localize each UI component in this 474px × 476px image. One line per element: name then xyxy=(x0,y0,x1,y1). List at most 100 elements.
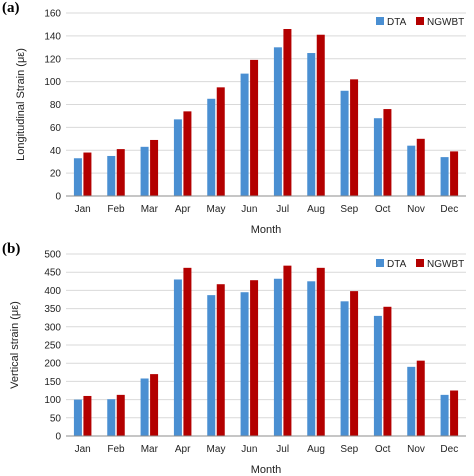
legend-swatch-ngwbt xyxy=(416,17,424,25)
chart-panel-a: (a) 0 20 40 60 80 100 120 140 160 Jan Feb Mar Apr May… xyxy=(2,0,466,236)
y-tick-label: 100 xyxy=(44,77,61,88)
y-tick-label: 80 xyxy=(50,100,62,111)
ngwbt-bar-oct xyxy=(383,109,392,196)
y-tick-label: 150 xyxy=(44,377,61,388)
y-tick-label: 450 xyxy=(44,268,61,279)
y-tick-label: 250 xyxy=(44,341,61,352)
ngwbt-bar-sep xyxy=(350,291,359,436)
x-tick-label: Aug xyxy=(307,444,325,455)
dta-bar-aug xyxy=(307,53,316,196)
x-tick-label: Sep xyxy=(340,204,358,215)
x-tick-label: Jun xyxy=(241,444,257,455)
x-tick-label: May xyxy=(207,204,226,215)
legend-label-ngwbt: NGWBT xyxy=(427,17,464,28)
y-tick-label: 0 xyxy=(55,192,61,203)
ngwbt-bar-jan xyxy=(83,395,92,436)
x-tick-label: Dec xyxy=(440,204,458,215)
ngwbt-bar-dec xyxy=(450,151,459,196)
y-tick-label: 50 xyxy=(50,413,62,424)
ngwbt-bar-jul xyxy=(283,265,292,436)
ngwbt-bar-may xyxy=(216,87,225,196)
dta-bar-may xyxy=(207,295,216,436)
y-tick-label: 200 xyxy=(44,359,61,370)
ngwbt-bar-aug xyxy=(316,267,325,436)
x-tick-label: Feb xyxy=(107,444,125,455)
x-tick-label: Oct xyxy=(375,204,391,215)
y-tick-label: 120 xyxy=(44,54,61,65)
x-tick-label: Dec xyxy=(440,444,458,455)
ngwbt-bar-mar xyxy=(150,374,159,436)
legend-label-ngwbt: NGWBT xyxy=(427,259,464,270)
dta-bar-dec xyxy=(440,157,449,196)
legend-label-dta: DTA xyxy=(387,259,407,270)
ngwbt-bar-aug xyxy=(316,34,325,197)
panel-label-a: (a) xyxy=(2,0,20,16)
dta-bar-jun xyxy=(240,73,249,196)
dta-bar-nov xyxy=(407,145,416,196)
x-tick-label: Mar xyxy=(141,204,159,215)
ngwbt-bar-may xyxy=(216,284,225,436)
y-tick-label: 300 xyxy=(44,322,61,333)
x-tick-label: Jul xyxy=(276,444,289,455)
y-tick-label: 350 xyxy=(44,304,61,315)
x-tick-label: Jul xyxy=(276,204,289,215)
dta-bar-apr xyxy=(173,119,182,196)
dta-bar-feb xyxy=(107,399,116,436)
dta-bar-dec xyxy=(440,394,449,436)
panel-label-b: (b) xyxy=(2,241,21,257)
dta-bar-may xyxy=(207,98,216,196)
legend-label-dta: DTA xyxy=(387,17,407,28)
y-tick-label: 60 xyxy=(50,123,62,134)
y-tick-label: 20 xyxy=(50,169,62,180)
y-tick-label: 0 xyxy=(55,432,61,443)
x-tick-label: Apr xyxy=(175,204,191,215)
ngwbt-bar-mar xyxy=(150,139,159,196)
x-tick-label: Mar xyxy=(141,444,159,455)
ngwbt-bar-jun xyxy=(250,59,259,196)
x-tick-label: Jan xyxy=(75,444,91,455)
ngwbt-bar-jul xyxy=(283,29,292,197)
y-tick-label: 100 xyxy=(44,395,61,406)
ngwbt-bar-nov xyxy=(416,138,425,196)
ngwbt-bar-apr xyxy=(183,267,192,436)
x-tick-label: Nov xyxy=(407,444,425,455)
x-tick-label: Sep xyxy=(340,444,358,455)
ngwbt-bar-dec xyxy=(450,390,459,436)
chart-panel-b: (b) 0 50 100 150 200 250 300 350 400 450 500 Jan Feb… xyxy=(0,240,474,476)
x-tick-label: Jun xyxy=(241,204,257,215)
ngwbt-bar-jun xyxy=(250,280,259,436)
x-tick-label: Nov xyxy=(407,204,425,215)
ngwbt-bar-feb xyxy=(116,149,125,196)
y-axis-title: Vertical strain (με) xyxy=(9,301,21,389)
y-axis-title: Longitudinal Strain (με) xyxy=(15,48,27,161)
longitudinal-strain-chart: 0 20 40 60 80 100 120 140 160 Jan Feb Mar Apr May Jun J… xyxy=(15,9,466,236)
x-axis-title: Month xyxy=(251,464,282,476)
x-tick-label: Aug xyxy=(307,204,325,215)
dta-bar-apr xyxy=(173,279,182,436)
dta-bar-oct xyxy=(373,118,382,196)
x-tick-label: Jan xyxy=(75,204,91,215)
x-tick-label: May xyxy=(207,444,226,455)
x-tick-label: Apr xyxy=(175,444,191,455)
legend-swatch-ngwbt xyxy=(416,259,424,267)
y-tick-label: 400 xyxy=(44,286,61,297)
dta-bar-oct xyxy=(373,315,382,436)
x-tick-label: Feb xyxy=(107,204,125,215)
y-tick-label: 160 xyxy=(44,9,61,20)
legend-swatch-dta xyxy=(376,259,384,267)
x-axis-title: Month xyxy=(251,224,282,236)
legend-swatch-dta xyxy=(376,17,384,25)
ngwbt-bar-nov xyxy=(416,360,425,436)
dta-bar-feb xyxy=(107,155,116,196)
dta-bar-mar xyxy=(140,146,149,196)
dta-bar-jan xyxy=(73,158,82,196)
ngwbt-bar-oct xyxy=(383,306,392,436)
dta-bar-nov xyxy=(407,366,416,436)
dta-bar-jul xyxy=(273,278,282,436)
x-tick-label: Oct xyxy=(375,444,391,455)
dta-bar-aug xyxy=(307,281,316,436)
y-tick-label: 40 xyxy=(50,146,62,157)
dta-bar-sep xyxy=(340,90,349,196)
dta-bar-jul xyxy=(273,47,282,196)
y-tick-label: 140 xyxy=(44,31,61,42)
